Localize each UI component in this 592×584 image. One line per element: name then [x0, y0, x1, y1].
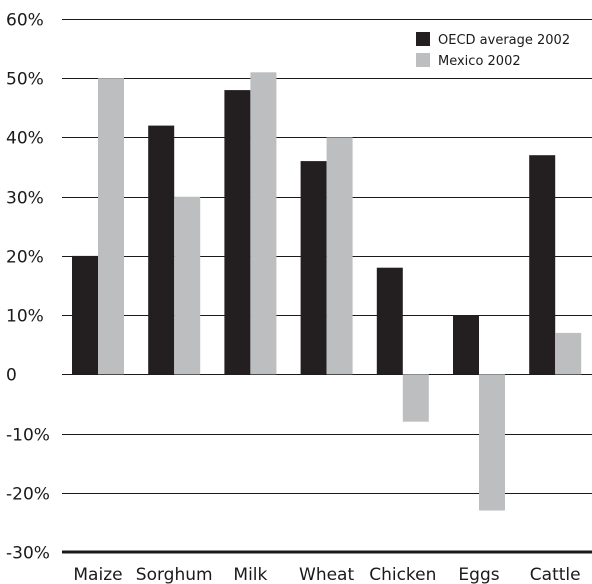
bar-wheat-mexico [326, 137, 353, 375]
bar-eggs-oecd [453, 315, 479, 375]
y-tick-label: 10% [6, 307, 44, 327]
y-tick-label: 30% [6, 189, 44, 209]
legend-label-mexico: Mexico 2002 [438, 54, 521, 69]
y-tick-label: 40% [6, 129, 44, 149]
y-tick-label: 50% [6, 70, 44, 90]
bar-eggs-mexico [479, 374, 505, 511]
bar-sorghum-oecd [148, 125, 175, 375]
x-category-label: Cattle [530, 565, 581, 584]
x-category-label: Maize [73, 565, 122, 584]
bar-maize-mexico [98, 78, 124, 375]
x-category-label: Wheat [299, 565, 354, 584]
bar-chicken-mexico [402, 374, 429, 422]
bar-maize-oecd [72, 255, 98, 375]
legend-swatch-oecd [416, 32, 430, 46]
bars [72, 72, 582, 511]
x-category-label: Eggs [458, 565, 499, 584]
x-axis-category-labels: Maize Sorghum Milk Wheat Chicken Eggs Cattle [73, 565, 580, 584]
y-tick-label: -20% [6, 485, 50, 505]
y-axis-tick-labels: 60% 50% 40% 30% 20% 10% 0 -10% -20% -30% [6, 11, 50, 564]
legend: OECD average 2002 Mexico 2002 [416, 32, 570, 69]
legend-label-oecd: OECD average 2002 [438, 33, 570, 48]
y-tick-label: 0 [6, 366, 17, 386]
x-category-label: Chicken [369, 565, 436, 584]
legend-swatch-mexico [416, 53, 430, 67]
y-tick-label: -10% [6, 426, 50, 446]
bar-milk-oecd [224, 90, 251, 375]
y-tick-label: -30% [6, 544, 50, 564]
bar-chicken-oecd [376, 267, 403, 375]
bar-milk-mexico [250, 72, 277, 375]
bar-cattle-oecd [529, 155, 556, 375]
bar-cattle-mexico [555, 332, 582, 375]
y-tick-label: 20% [6, 248, 44, 268]
y-tick-label: 60% [6, 11, 44, 31]
bar-wheat-oecd [300, 161, 327, 375]
bar-sorghum-mexico [174, 196, 201, 375]
x-category-label: Milk [233, 565, 267, 584]
x-category-label: Sorghum [136, 565, 213, 584]
